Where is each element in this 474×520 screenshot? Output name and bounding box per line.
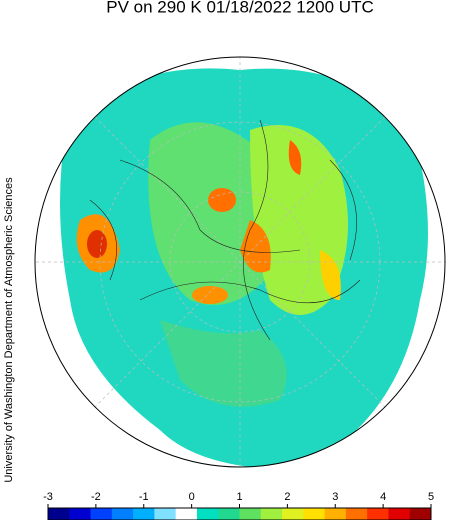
colorbar-swatch — [111, 508, 134, 520]
colorbar-swatch — [388, 508, 411, 520]
colorbar-swatch — [239, 508, 262, 520]
colorbar-swatch — [175, 508, 198, 520]
colorbar-tick-label: 4 — [380, 491, 386, 503]
colorbar-swatch — [260, 508, 283, 520]
colorbar-tick-label: 3 — [332, 491, 338, 503]
colorbar-swatch — [69, 508, 92, 520]
colorbar-swatch — [133, 508, 155, 520]
colorbar-tick-label: 5 — [428, 491, 434, 503]
colorbar-tick-label: 1 — [236, 491, 242, 503]
colorbar-swatch — [90, 508, 113, 520]
colorbar-tick-label: 0 — [189, 491, 195, 503]
colorbar-swatch — [367, 508, 389, 520]
colorbar-swatch — [303, 508, 326, 520]
credit: University of Washington Department of A… — [3, 177, 15, 483]
colorbar-tick-label: -3 — [43, 491, 53, 503]
colorbar-swatch — [409, 508, 432, 520]
colorbar: -3 -2 -1 0 1 2 3 4 5 — [43, 491, 434, 520]
colorbar-swatch — [282, 508, 304, 520]
colorbar-swatch — [218, 508, 240, 520]
colorbar-swatch — [324, 508, 347, 520]
map-border — [34, 56, 446, 468]
colorbar-swatch — [154, 508, 177, 520]
colorbar-tick-label: -1 — [139, 491, 149, 503]
colorbar-swatch — [345, 508, 368, 520]
map — [35, 57, 445, 467]
title: PV on 290 K 01/18/2022 1200 UTC — [106, 0, 373, 16]
colorbar-swatch — [196, 508, 219, 520]
colorbar-tick-label: 2 — [284, 491, 290, 503]
colorbar-tick-label: -2 — [91, 491, 101, 503]
colorbar-swatch — [48, 508, 70, 520]
